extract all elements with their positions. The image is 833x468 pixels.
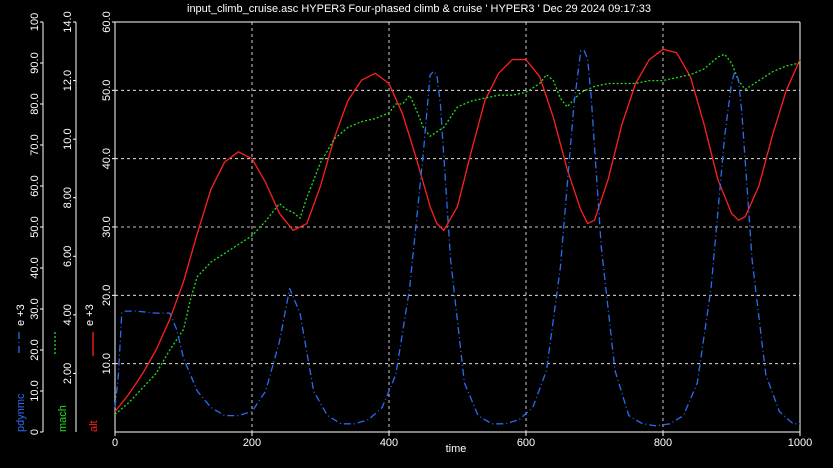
alt-tick-label: 30.0 [101,216,113,237]
alt-tick-label: 10.0 [101,353,113,374]
pdynmc-multiplier: e +3 [15,304,27,326]
pdynmc-tick-label: 70.0 [29,134,41,155]
x-tick-label: 800 [654,437,672,449]
x-tick-label: 200 [243,437,261,449]
mach-tick-label: 2.00 [62,363,74,384]
legend-label-mach: mach [57,405,69,432]
pdynmc-tick-label: 80.0 [29,93,41,114]
x-tick-label: 0 [112,437,118,449]
series-line-alt [114,48,801,412]
mach-tick-label: 10.0 [62,128,74,149]
pdynmc-tick-label: 30.0 [29,298,41,319]
x-tick-label: 1000 [788,437,812,449]
series-line-mach [114,53,801,415]
pdynmc-tick-label: 20.0 [29,339,41,360]
pdynmc-tick-label: 60.0 [29,175,41,196]
alt-tick-label: 50.0 [101,80,113,101]
series-group [114,48,801,427]
pdynmc-tick-label: 40.0 [29,257,41,278]
alt-tick-label: 60.0 [101,11,113,32]
pdynmc-tick-label: 10.0 [29,380,41,401]
mach-tick-label: 12.0 [62,70,74,91]
x-axis-label: time [446,443,467,455]
pdynmc-tick-label: 0 [29,429,41,435]
pdynmc-tick-label: 50.0 [29,216,41,237]
x-tick-label: 400 [380,437,398,449]
mach-tick-label: 6.00 [62,246,74,267]
alt-tick-label: 20.0 [101,285,113,306]
pdynmc-tick-label: 100 [29,13,41,31]
grid [115,22,800,432]
series-line-pdynmc [114,50,800,427]
pdynmc-tick-label: 90.0 [29,52,41,73]
legend-label-pdynmc: pdynmc [15,393,27,432]
mach-tick-label: 8.00 [62,187,74,208]
legend-label-alt: alt [88,420,100,432]
mach-tick-label: 4.00 [62,304,74,325]
alt-tick-label: 40.0 [101,148,113,169]
chart-title: input_climb_cruise.asc HYPER3 Four-phase… [187,3,651,15]
tick-labels: 0 200 400 600 800 100010.020.030.040.050.060.… [29,11,812,449]
mach-tick-label: 14.0 [62,11,74,32]
alt-multiplier: e +3 [84,304,96,326]
x-tick-label: 600 [517,437,535,449]
